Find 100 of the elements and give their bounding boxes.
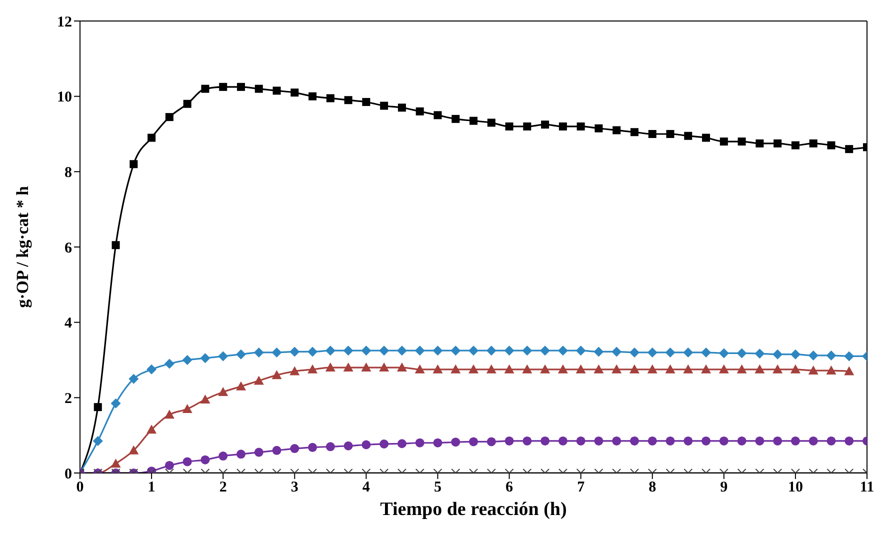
point: [272, 347, 282, 358]
point: [486, 364, 496, 374]
point: [504, 364, 514, 374]
point: [718, 348, 729, 358]
point: [612, 346, 622, 357]
point: [522, 364, 532, 374]
point: [683, 347, 694, 358]
point: [504, 436, 514, 446]
point: [630, 436, 639, 446]
point: [432, 346, 443, 356]
point: [540, 436, 550, 446]
point: [415, 438, 424, 448]
x-tick-label: 11: [860, 480, 874, 496]
point: [702, 436, 711, 446]
point: [576, 364, 586, 374]
y-tick-label: 2: [64, 390, 72, 407]
point: [451, 438, 460, 447]
x-tick-label: 9: [720, 480, 728, 496]
point: [236, 450, 246, 459]
point: [629, 347, 640, 358]
point: [452, 114, 460, 123]
point: [200, 455, 210, 464]
point: [326, 94, 334, 102]
point: [469, 437, 478, 446]
point: [666, 130, 674, 138]
point: [343, 346, 354, 356]
point: [200, 353, 210, 364]
x-tick-label: 6: [506, 480, 514, 496]
point: [647, 347, 658, 358]
x-axis-title: Tiempo de reacción (h): [380, 499, 567, 520]
point: [344, 441, 353, 450]
point: [791, 141, 800, 150]
x-tick-label: 3: [290, 480, 298, 496]
point: [755, 436, 764, 446]
point: [112, 241, 120, 250]
point: [254, 376, 264, 385]
point: [164, 410, 174, 419]
point: [414, 364, 425, 374]
point: [432, 364, 443, 374]
point: [325, 346, 336, 356]
point: [612, 436, 622, 446]
point: [398, 104, 406, 112]
point: [808, 436, 818, 446]
point: [844, 366, 854, 376]
point: [522, 436, 532, 446]
point: [272, 446, 282, 455]
point: [576, 346, 586, 356]
point: [558, 122, 567, 130]
point: [272, 86, 281, 95]
point: [308, 364, 318, 374]
point: [844, 351, 854, 362]
point: [110, 398, 121, 408]
y-tick-label: 4: [64, 316, 72, 332]
point: [540, 364, 550, 374]
point: [772, 364, 783, 374]
point: [630, 128, 638, 136]
point: [523, 122, 532, 130]
point: [182, 457, 192, 466]
point: [736, 364, 747, 374]
x-tick-label: 0: [76, 480, 84, 496]
point: [290, 444, 300, 454]
point: [164, 358, 174, 369]
point: [308, 346, 318, 357]
point: [165, 113, 174, 122]
point: [254, 448, 264, 457]
point: [594, 364, 604, 374]
point: [666, 436, 675, 446]
point: [200, 394, 210, 404]
point: [808, 350, 818, 360]
point: [468, 346, 478, 356]
point: [361, 362, 372, 372]
point: [558, 346, 568, 356]
x-tick-label: 4: [362, 480, 370, 496]
point: [290, 88, 299, 97]
point: [504, 346, 514, 356]
point: [665, 364, 676, 374]
point: [468, 364, 478, 374]
point: [164, 460, 174, 470]
point: [130, 160, 138, 168]
point: [540, 346, 550, 356]
point: [362, 98, 370, 106]
point: [790, 349, 800, 360]
point: [218, 387, 228, 396]
point: [594, 346, 604, 357]
point: [254, 347, 264, 358]
point: [380, 439, 389, 448]
point: [754, 364, 765, 374]
point: [647, 364, 658, 374]
point: [487, 118, 496, 127]
point: [629, 364, 640, 374]
point: [219, 82, 228, 91]
point: [236, 82, 245, 91]
point: [774, 139, 782, 148]
point: [701, 347, 712, 358]
point: [236, 349, 246, 360]
point: [790, 436, 800, 446]
point: [290, 346, 300, 357]
point: [470, 116, 478, 125]
y-tick-label: 8: [64, 164, 72, 181]
point: [396, 346, 407, 356]
